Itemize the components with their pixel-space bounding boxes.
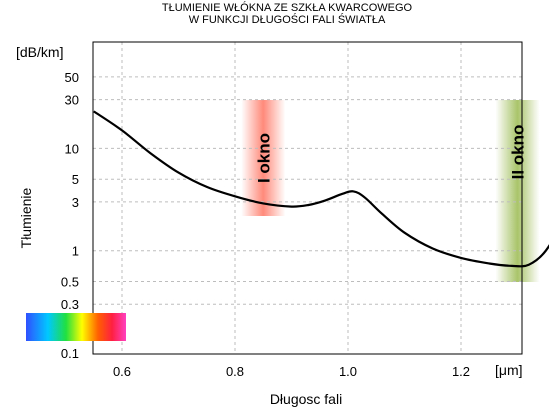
x-tick-label: 0.6 — [113, 364, 131, 379]
y-tick-label: 1 — [72, 244, 79, 259]
grid — [93, 42, 522, 354]
y-tick-label: 0.3 — [61, 297, 79, 312]
y-tick-label: 3 — [72, 195, 79, 210]
attenuation-curve — [93, 110, 549, 268]
window-label: I okno — [254, 133, 273, 183]
x-tick-label: 1.0 — [339, 364, 357, 379]
x-unit: [μm] — [495, 362, 523, 378]
x-tick-label: 1.2 — [452, 364, 470, 379]
y-tick-label: 30 — [65, 93, 79, 108]
chart-title-line-2: W FUNKCJI DŁUGOŚCI FALI ŚWIATŁA — [189, 13, 386, 26]
plot-frame — [92, 41, 523, 355]
chart-title-line-1: TŁUMIENIE WŁÓKNA ZE SZKŁA KWARCOWEGO — [162, 1, 413, 14]
window-band — [241, 100, 286, 216]
y-tick-label: 50 — [65, 70, 79, 85]
y-axis-label: Tłumienie — [18, 187, 34, 248]
y-tick-label: 0.5 — [61, 274, 79, 289]
x-axis-label: Długosc fali — [270, 391, 342, 407]
transmission-windows — [241, 100, 540, 282]
window-label: II okno — [509, 125, 528, 180]
window-band — [495, 100, 540, 282]
y-unit: [dB/km] — [16, 44, 63, 60]
y-tick-label: 10 — [65, 141, 79, 156]
y-tick-label: 5 — [72, 172, 79, 187]
x-tick-label: 0.8 — [226, 364, 244, 379]
visible-spectrum-bar — [26, 313, 126, 341]
y-tick-label: 0.1 — [61, 346, 79, 361]
